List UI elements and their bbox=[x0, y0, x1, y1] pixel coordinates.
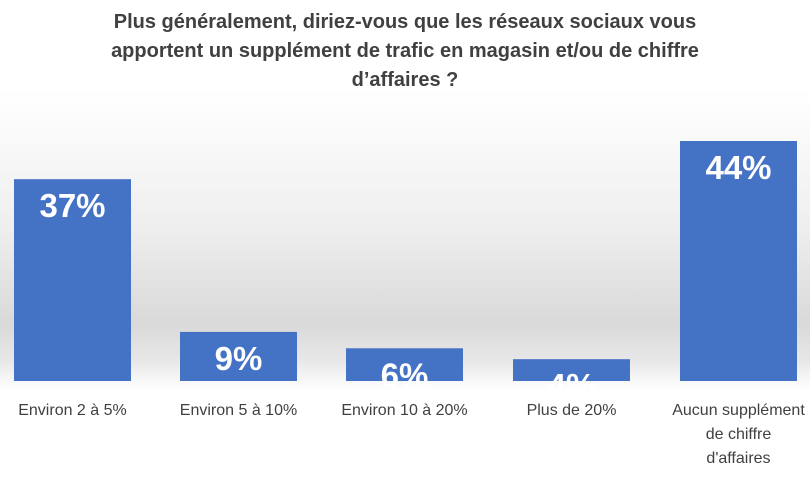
value-label-4: 4% bbox=[548, 367, 596, 404]
category-label-2: Environ 5 à 10% bbox=[180, 402, 297, 419]
bar-4 bbox=[513, 359, 630, 381]
chart-backdrop bbox=[0, 90, 810, 390]
bar-1 bbox=[14, 179, 131, 381]
value-label-3: 6% bbox=[381, 356, 429, 393]
bar-3 bbox=[346, 348, 463, 381]
bars-layer bbox=[14, 141, 797, 381]
bar-5 bbox=[680, 141, 797, 381]
category-label-5-line-3: d'affaires bbox=[706, 450, 770, 467]
category-label-5-line-2: de chiffre bbox=[706, 426, 772, 443]
category-label-3: Environ 10 à 20% bbox=[341, 402, 467, 419]
chart-title-line-1: Plus généralement, diriez-vous que les r… bbox=[113, 11, 697, 33]
bar-2 bbox=[180, 331, 297, 381]
category-label-4: Plus de 20% bbox=[527, 402, 617, 419]
value-label-5: 44% bbox=[705, 149, 771, 186]
chart-title-line-2: apportent un supplément de trafic en mag… bbox=[111, 40, 699, 62]
value-labels-layer: 37% 9% 6% 4% 44% bbox=[39, 149, 771, 404]
value-label-1: 37% bbox=[39, 187, 105, 224]
category-label-5-line-1: Aucun supplément bbox=[672, 402, 805, 419]
category-labels-layer: Environ 2 à 5% Environ 5 à 10% Environ 10 … bbox=[18, 402, 805, 467]
chart-title: Plus généralement, diriez-vous que les r… bbox=[60, 8, 750, 95]
value-label-2: 9% bbox=[215, 340, 263, 377]
chart-title-line-3: d’affaires ? bbox=[351, 69, 459, 91]
category-label-1: Environ 2 à 5% bbox=[18, 402, 127, 419]
